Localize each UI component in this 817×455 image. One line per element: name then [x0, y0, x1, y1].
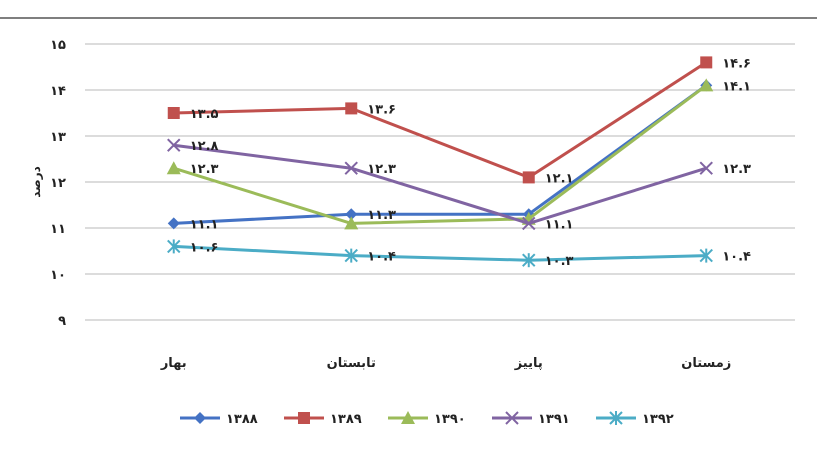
data-label: ۱۴.۱: [722, 79, 751, 94]
legend-marker: [609, 411, 623, 425]
gridlines: [85, 43, 795, 321]
data-label: ۱۳.۵: [190, 107, 219, 122]
y-axis-label: درصد: [29, 166, 43, 198]
series-lines: [166, 56, 714, 268]
x-category-label: زمستان: [681, 356, 731, 371]
x-category-label: بهار: [160, 356, 187, 371]
legend-marker: [505, 411, 519, 425]
series-marker: [345, 102, 358, 115]
series-marker: [344, 161, 358, 175]
series-marker: [345, 208, 358, 221]
data-label: ۱۴.۶: [722, 56, 751, 71]
data-label: ۱۰.۴: [367, 250, 396, 265]
y-tick-label: ۱۰: [50, 268, 66, 283]
legend-label: ۱۳۸۹: [330, 412, 362, 427]
legend-item: ۱۳۹۰: [388, 411, 466, 427]
legend-label: ۱۳۹۲: [642, 412, 674, 427]
legend-label: ۱۳۹۱: [538, 412, 570, 427]
series-marker: [522, 216, 536, 231]
data-label: ۱۰.۴: [722, 250, 751, 265]
data-label: ۱۲.۱: [545, 171, 574, 186]
series-line: [173, 61, 708, 179]
data-label: ۱۲.۳: [722, 162, 751, 177]
data-label: ۱۰.۶: [190, 240, 219, 255]
legend-marker: [194, 412, 206, 424]
series-marker: [167, 217, 180, 230]
series-marker: [167, 239, 181, 254]
series-marker: [699, 248, 713, 263]
series-marker: [344, 248, 358, 263]
data-label: ۱۲.۸: [190, 139, 219, 154]
series-marker: [699, 161, 713, 175]
legend-item: ۱۳۸۹: [284, 412, 362, 427]
series-marker: [167, 107, 180, 119]
data-label: ۱۱.۱: [190, 217, 219, 232]
y-tick-label: ۱۴: [50, 84, 66, 99]
y-axis-tick-labels: ۹ ۱۰ ۱۱ ۱۲ ۱۳ ۱۴ ۱۵: [50, 38, 66, 329]
y-tick-label: ۱۳: [50, 130, 66, 145]
legend-marker: [401, 411, 415, 424]
data-label: ۱۱.۳: [367, 208, 396, 223]
legend-label: ۱۳۹۰: [434, 412, 466, 427]
series-marker: [699, 78, 714, 92]
series-line: [173, 84, 708, 225]
series-marker: [700, 56, 713, 69]
x-axis-category-labels: بهار تابستان پاییز زمستان: [160, 356, 731, 371]
data-labels: ۱۱.۱ ۱۱.۳ ۱۴.۱ ۱۳.۵ ۱۳.۶ ۱۲.۱ ۱۴.۶ ۱۲.۳ ۱۲.۸ ۱۲.۳…: [190, 56, 751, 269]
series-line: [173, 143, 707, 225]
data-label: ۱۳.۶: [367, 102, 396, 117]
y-tick-label: ۹: [58, 314, 66, 329]
series-marker: [522, 253, 536, 268]
legend-item: ۱۳۹۱: [492, 411, 570, 427]
x-category-label: پاییز: [514, 356, 543, 371]
legend-item: ۱۳۸۸: [180, 412, 258, 427]
series-marker: [167, 138, 181, 152]
series-line: [173, 84, 708, 225]
y-tick-label: ۱۲: [50, 176, 66, 191]
data-label: ۱۲.۳: [190, 162, 219, 177]
data-label: ۱۰.۳: [545, 254, 574, 269]
data-label: ۱۱.۱: [545, 217, 574, 232]
legend: ۱۳۸۸ ۱۳۸۹ ۱۳۹۰ ۱۳۹۱ ۱۳۹۲: [180, 411, 674, 427]
data-label: ۱۲.۳: [367, 162, 396, 177]
legend-item: ۱۳۹۲: [596, 411, 674, 427]
y-tick-label: ۱۱: [50, 222, 66, 237]
x-category-label: تابستان: [327, 356, 376, 371]
series-line: [173, 244, 707, 262]
series-marker: [522, 171, 535, 184]
series-marker: [344, 216, 359, 230]
legend-marker: [298, 412, 310, 424]
legend-label: ۱۳۸۸: [226, 412, 258, 427]
series-marker: [166, 161, 181, 175]
y-tick-label: ۱۵: [50, 38, 66, 53]
